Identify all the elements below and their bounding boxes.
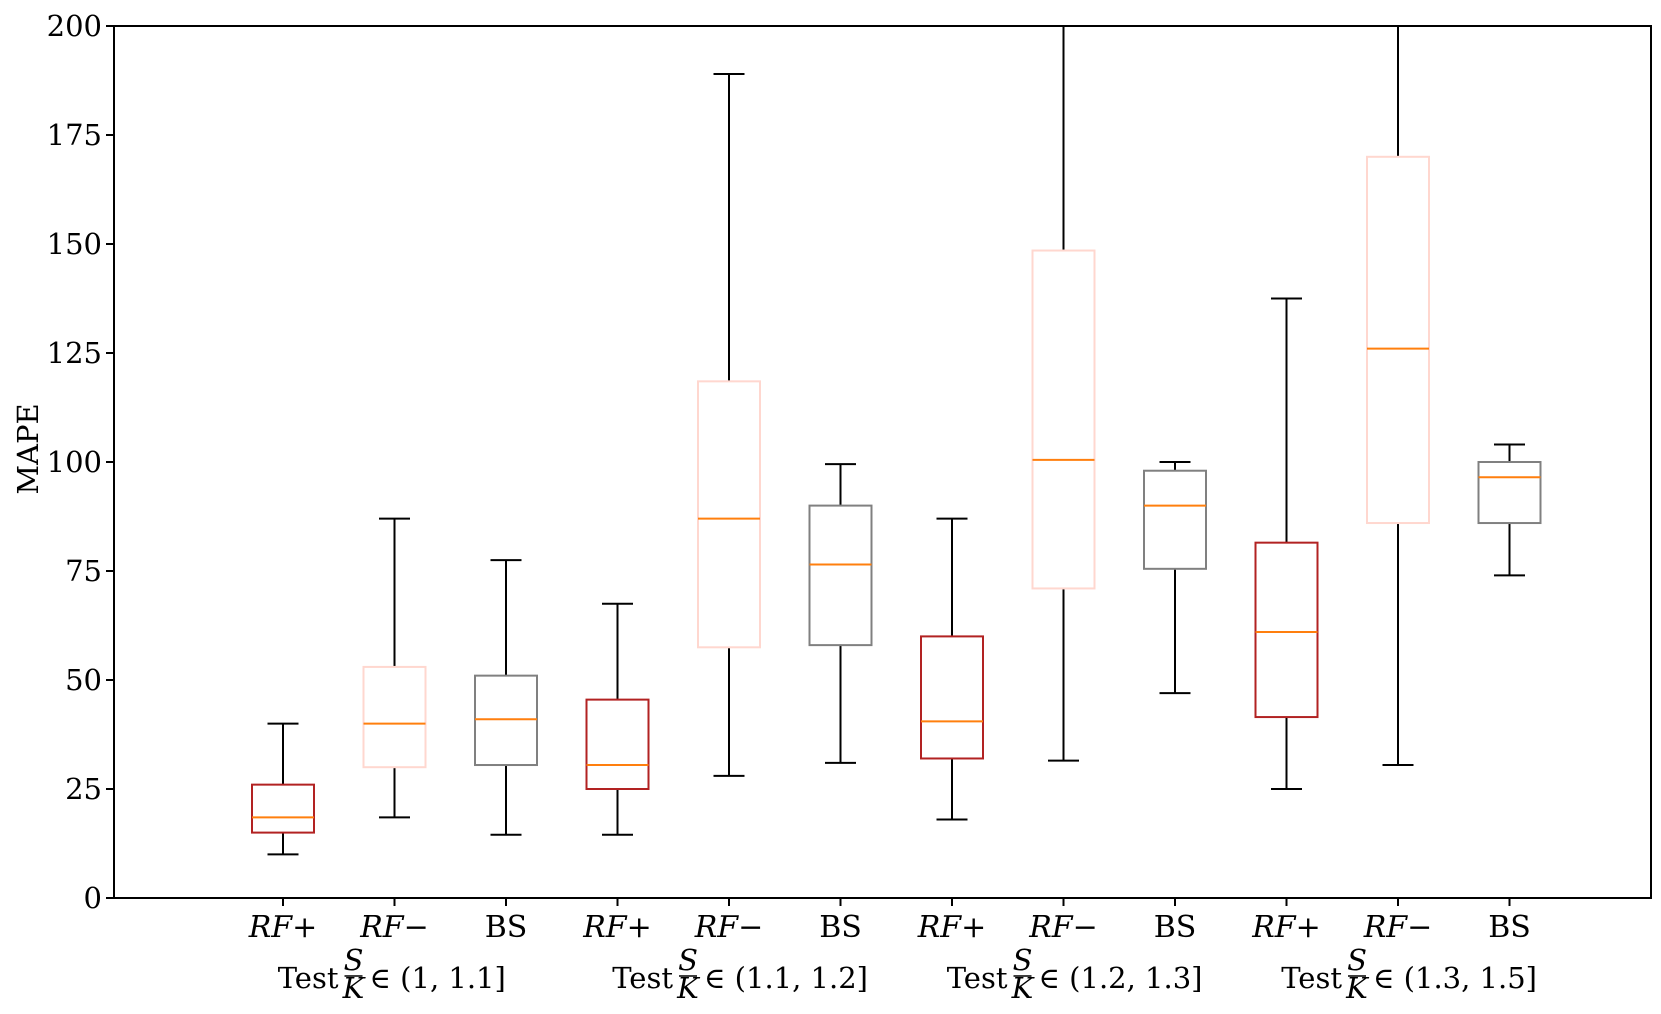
x-tick-label: BS (1488, 910, 1531, 945)
box-body (585, 698, 650, 790)
box-body (920, 635, 984, 760)
box-bs (1143, 461, 1207, 695)
group-label-prefix: Test (612, 961, 673, 995)
y-tick-label: 200 (47, 9, 102, 43)
group-label-denominator: K (1011, 971, 1036, 1005)
x-tick-label: RF+ (248, 910, 318, 945)
x-tick-label: BS (485, 910, 528, 945)
x-tick-label: RF+ (582, 910, 652, 945)
box-bs (474, 559, 538, 836)
group-label-prefix: Test (947, 961, 1008, 995)
x-tick-label: RF+ (1251, 910, 1321, 945)
group-label-suffix: ∈ (1.1, 1.2] (704, 961, 868, 995)
x-tick-label: BS (1154, 910, 1197, 945)
box-rfplus (920, 517, 984, 821)
box-rfminus (1366, 26, 1430, 767)
y-tick-label: 125 (47, 336, 102, 370)
box-body (362, 665, 427, 769)
group-label-denominator: K (676, 971, 701, 1005)
box-body (1254, 541, 1319, 719)
box-body (697, 380, 761, 649)
box-rfminus (1031, 26, 1096, 762)
y-tick-label: 0 (84, 881, 102, 915)
group-label-suffix: ∈ (1, 1.1] (370, 961, 506, 995)
x-tick-label: RF+ (917, 910, 987, 945)
box-rfplus (585, 602, 650, 836)
x-tick-label: RF− (1028, 910, 1098, 945)
y-tick-label: 50 (65, 663, 102, 697)
y-axis-label: MAPE (11, 403, 45, 494)
box-rfminus (697, 72, 761, 777)
plot-marks (251, 26, 1542, 856)
box-bs (1477, 443, 1542, 577)
y-tick-label: 175 (47, 118, 102, 152)
group-label-suffix: ∈ (1.2, 1.3] (1039, 961, 1203, 995)
box-rfminus (362, 517, 427, 819)
x-tick-label: BS (819, 910, 862, 945)
group-label-prefix: Test (278, 961, 339, 995)
group-label-numerator: S (1347, 943, 1367, 977)
group-label-numerator: S (1013, 943, 1033, 977)
box-rfplus (251, 722, 315, 856)
x-tick-label: RF− (1363, 910, 1433, 945)
box-body (1143, 469, 1207, 570)
group-label-numerator: S (678, 943, 698, 977)
group-label-prefix: Test (1281, 961, 1342, 995)
y-tick-label: 150 (47, 227, 102, 261)
y-tick-label: 100 (47, 445, 102, 479)
box-body (1477, 461, 1542, 525)
box-body (474, 674, 538, 767)
group-label-numerator: S (344, 943, 364, 977)
box-body (1031, 249, 1096, 590)
group-label-suffix: ∈ (1.3, 1.5] (1373, 961, 1537, 995)
y-tick-label: 25 (65, 772, 102, 806)
box-body (1366, 155, 1430, 525)
x-tick-label: RF− (694, 910, 764, 945)
group-label-denominator: K (342, 971, 367, 1005)
y-axis: 0 25 50 75 100 125 150 175 200 (47, 9, 114, 915)
box-body (808, 504, 873, 647)
y-tick-label: 75 (65, 554, 102, 588)
group-label-denominator: K (1345, 971, 1370, 1005)
box-rfplus (1254, 297, 1319, 790)
x-tick-label: RF− (359, 910, 429, 945)
box-body (251, 783, 315, 834)
box-bs (808, 463, 873, 764)
